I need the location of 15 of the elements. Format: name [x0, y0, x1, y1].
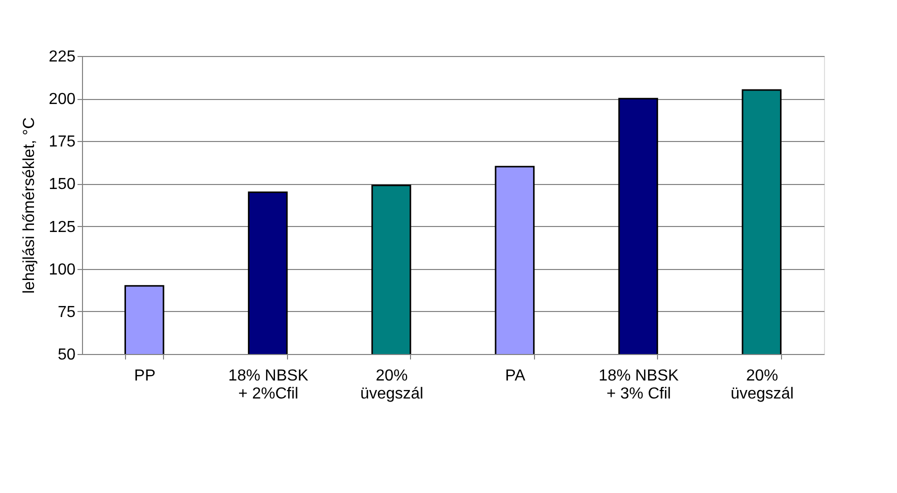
y-tick-label: 150	[48, 176, 76, 194]
x-tick-label: 20% üvegszál	[730, 368, 794, 402]
y-tick-label: 75	[58, 304, 76, 321]
x-tick-label: 18% NBSK + 2%Cfil	[228, 368, 309, 402]
y-axis-title: lehajlási hőmérséklet, °C	[20, 117, 38, 294]
y-tick-label: 100	[48, 261, 76, 278]
y-tick-label: 50	[58, 346, 76, 364]
x-tick-label: PP	[134, 368, 156, 384]
x-tick-label: 20% üvegszál	[360, 368, 424, 402]
y-tick-label: 225	[48, 48, 76, 66]
y-tick-label: 125	[48, 218, 76, 236]
x-tick-label: 18% NBSK + 3% Cfil	[598, 368, 680, 402]
x-tick-label: PA	[505, 368, 526, 384]
y-tick-label: 175	[48, 134, 76, 151]
y-tick-label: 200	[48, 91, 76, 108]
